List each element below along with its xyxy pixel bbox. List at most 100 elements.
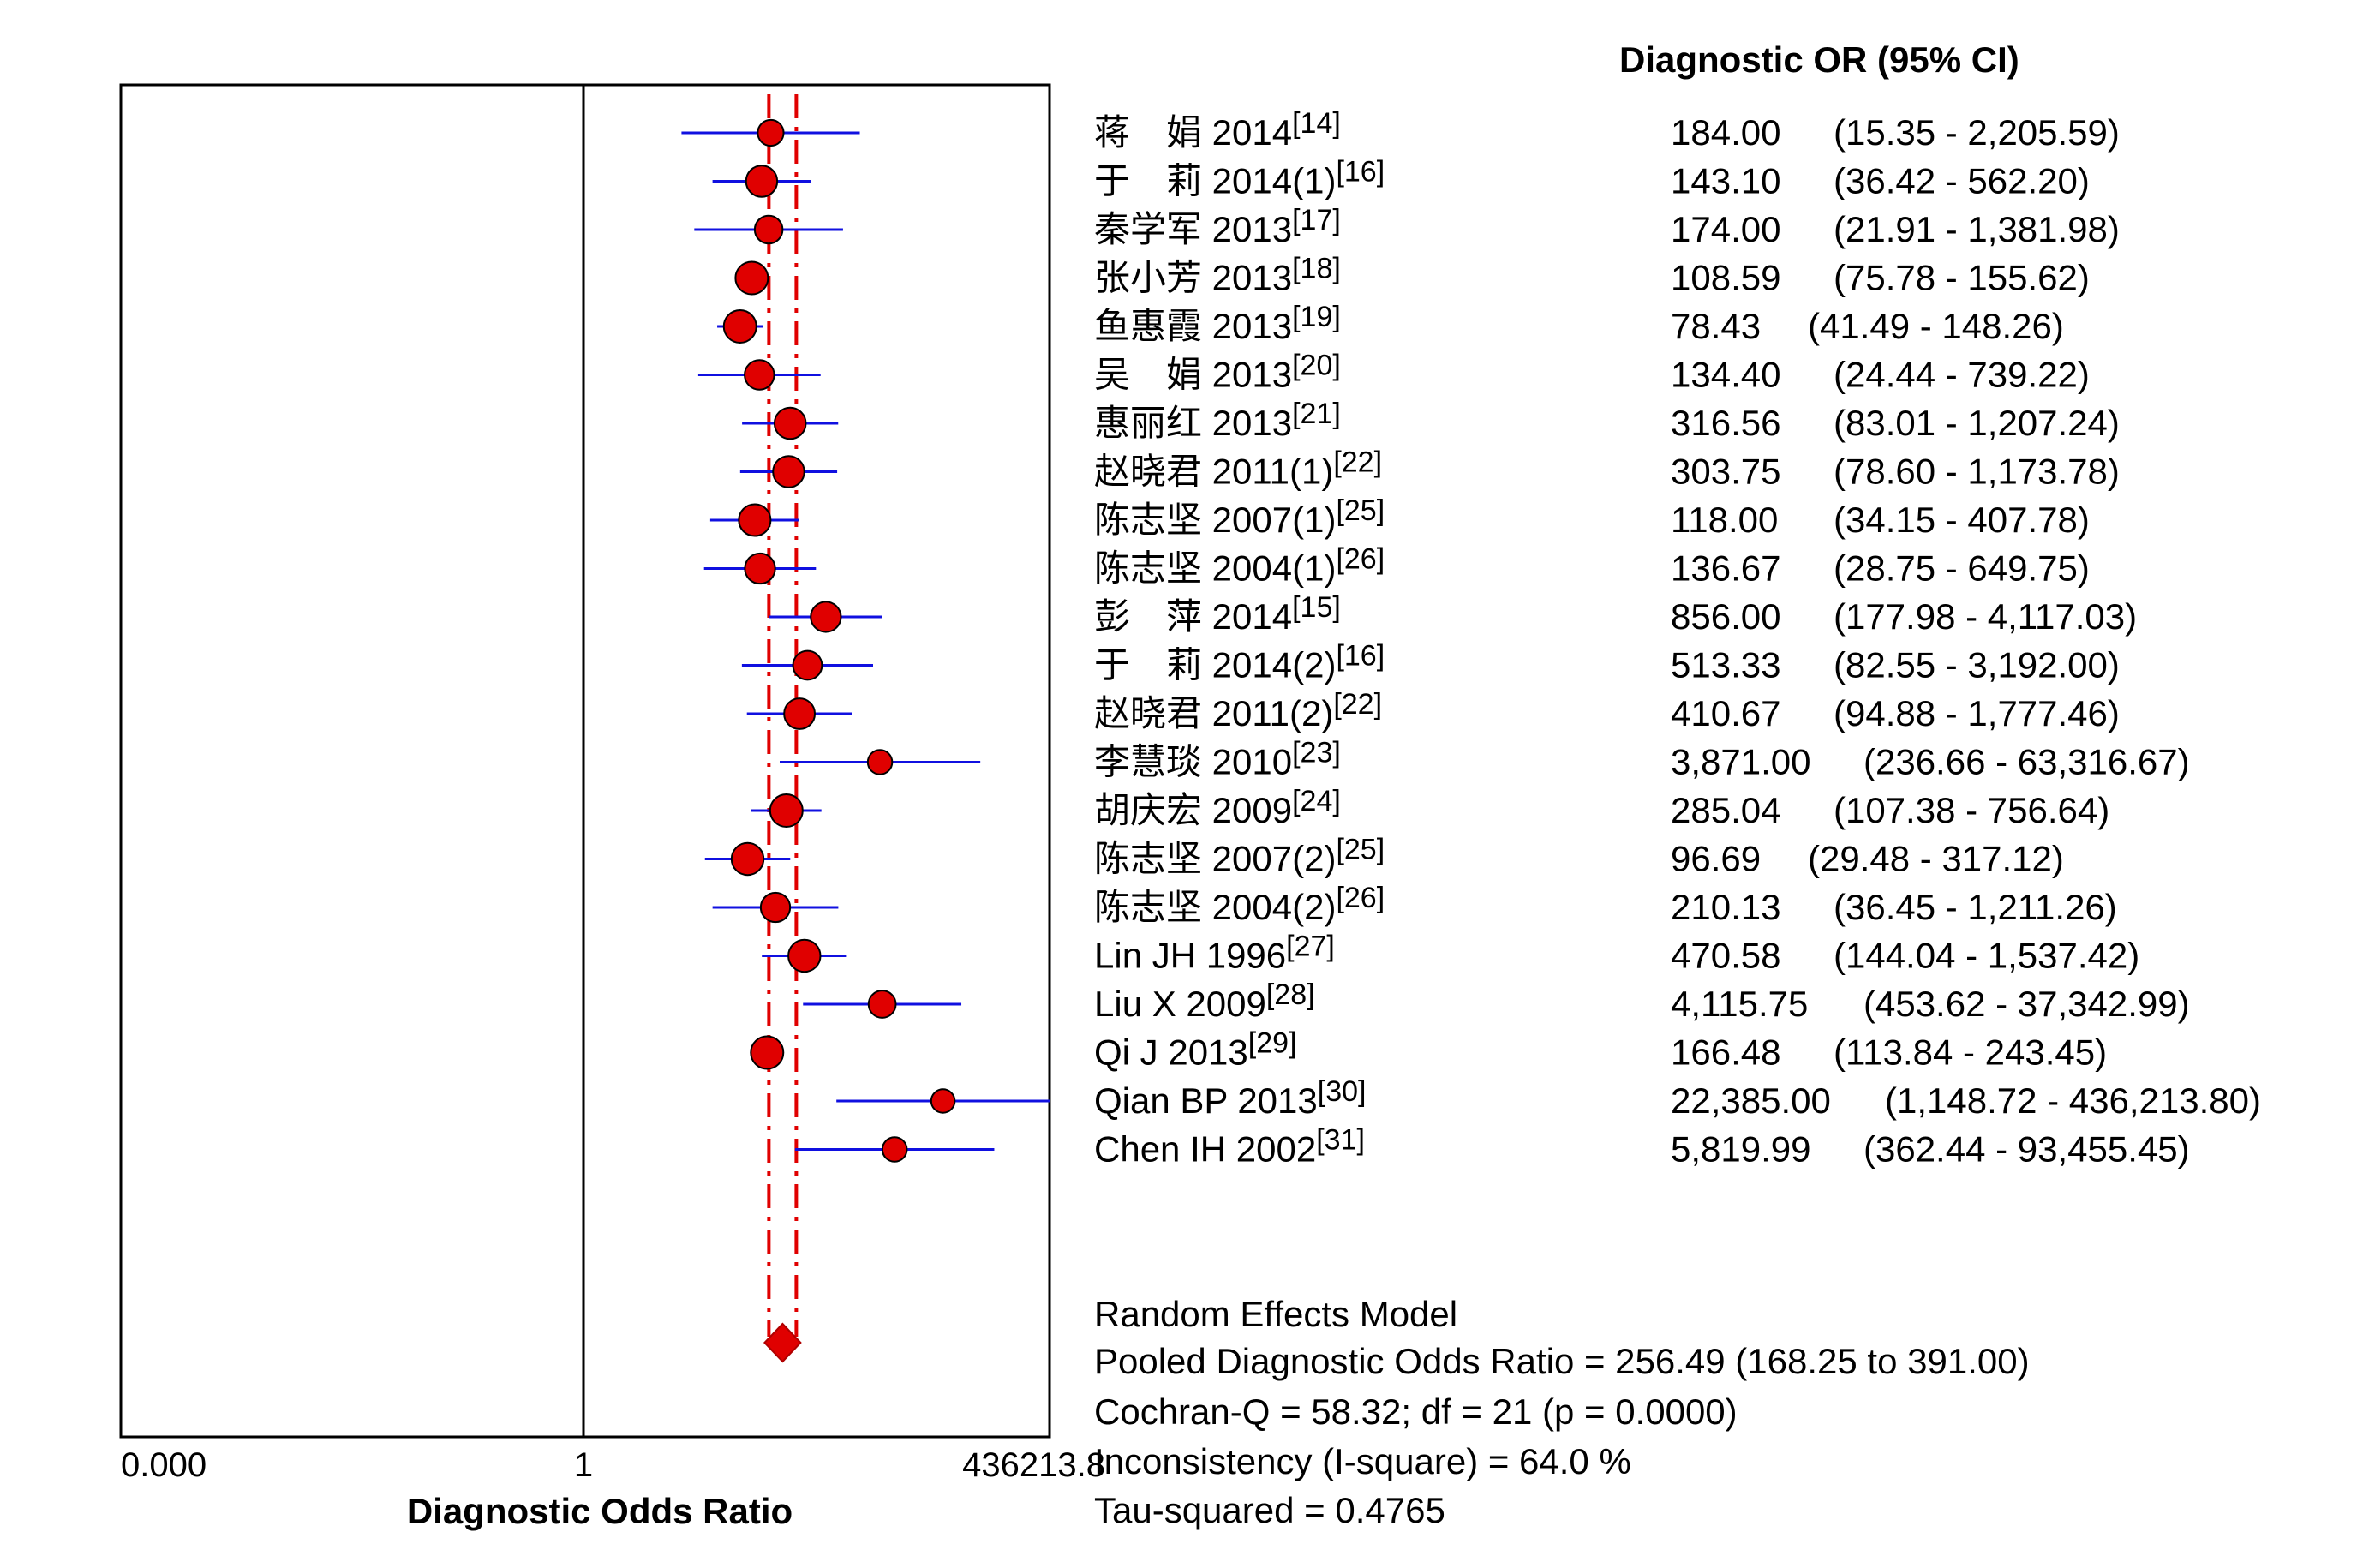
study-or-value: 410.67: [1671, 693, 1780, 733]
study-or-value: 108.59: [1671, 258, 1780, 298]
study-table: 蒋 娟 2014[14] 184.00 (15.35 - 2,205.59)于 莉 …: [1094, 107, 2261, 1170]
study-ci-value: (453.62 - 37,342.99): [1863, 984, 2190, 1024]
study-row: 赵晓君 2011(1)[22] 303.75 (78.60 - 1,173.78): [1094, 446, 2120, 492]
study-mark: [704, 841, 791, 877]
point-estimate: [734, 260, 769, 296]
study-ci-value: (29.48 - 317.12): [1808, 839, 2064, 879]
study-or-value: 303.75: [1671, 452, 1780, 492]
study-label: Liu X 2009[28]: [1094, 979, 1315, 1024]
study-reference: [16]: [1336, 156, 1385, 189]
study-label: 陈志坚 2007(1)[25]: [1094, 494, 1385, 540]
point-estimate: [753, 214, 784, 245]
study-ci-value: (75.78 - 155.62): [1834, 258, 2090, 298]
point-estimate: [744, 552, 776, 585]
study-reference: [17]: [1292, 204, 1341, 236]
study-or-value: 166.48: [1671, 1032, 1780, 1073]
study-or-value: 316.56: [1671, 403, 1780, 443]
study-row: 张小芳 2013[18] 108.59 (75.78 - 155.62): [1094, 253, 2090, 298]
study-mark: [751, 793, 822, 828]
point-estimate: [759, 891, 792, 924]
study-label: 李慧琰 2010[23]: [1094, 737, 1341, 782]
study-ci-value: (144.04 - 1,537.42): [1834, 936, 2139, 976]
study-reference: [24]: [1292, 785, 1341, 817]
summary-line: Inconsistency (I-square) = 64.0 %: [1094, 1441, 1631, 1481]
study-mark: [836, 1088, 1050, 1114]
point-estimate: [930, 1088, 956, 1114]
study-label: Lin JH 1996[27]: [1094, 931, 1335, 976]
study-or-value: 136.67: [1671, 548, 1780, 589]
study-reference: [29]: [1248, 1027, 1297, 1060]
study-or-value: 143.10: [1671, 161, 1780, 201]
study-reference: [20]: [1292, 350, 1341, 382]
study-ci-value: (36.42 - 562.20): [1834, 161, 2090, 201]
study-reference: [19]: [1292, 301, 1341, 333]
study-ci-value: (1,148.72 - 436,213.80): [1885, 1080, 2261, 1121]
study-or-value: 134.40: [1671, 355, 1780, 395]
study-or-value: 96.69: [1671, 839, 1761, 879]
study-row: 于 莉 2014(2)[16] 513.33 (82.55 - 3,192.00): [1094, 640, 2120, 685]
study-row: 彭 萍 2014[15] 856.00 (177.98 - 4,117.03): [1094, 591, 2137, 637]
study-mark: [709, 503, 799, 537]
summary-line: Cochran-Q = 58.32; df = 21 (p = 0.0000): [1094, 1391, 1738, 1432]
study-row: Liu X 2009[28] 4,115.75 (453.62 - 37,342.9…: [1094, 979, 2190, 1024]
study-row: 赵晓君 2011(2)[22] 410.67 (94.88 - 1,777.46): [1094, 688, 2120, 733]
study-reference: [25]: [1336, 834, 1385, 866]
study-or-value: 513.33: [1671, 645, 1780, 685]
study-row: Qi J 2013[29] 166.48 (113.84 - 243.45): [1094, 1027, 2107, 1073]
study-row: 陈志坚 2007(1)[25] 118.00 (34.15 - 407.78): [1094, 494, 2090, 540]
study-reference: [28]: [1266, 979, 1315, 1011]
study-mark: [769, 601, 882, 633]
study-or-value: 78.43: [1671, 306, 1761, 346]
study-label: 鱼惠霞 2013[19]: [1094, 301, 1341, 346]
point-estimate: [810, 601, 842, 633]
study-label: 于 莉 2014(1)[16]: [1094, 156, 1385, 201]
study-reference: [26]: [1336, 543, 1385, 576]
pooled-diamond: [763, 1322, 802, 1363]
study-or-value: 4,115.75: [1671, 984, 1808, 1024]
pooled-lines: [767, 94, 799, 1337]
point-estimate: [867, 990, 897, 1019]
study-ci-value: (107.38 - 756.64): [1834, 790, 2109, 830]
study-row: 陈志坚 2004(1)[26] 136.67 (28.75 - 649.75): [1094, 543, 2090, 589]
study-mark: [742, 406, 839, 440]
study-row: 陈志坚 2007(2)[25] 96.69 (29.48 - 317.12): [1094, 834, 2064, 879]
study-label: 胡庆宏 2009[24]: [1094, 785, 1341, 830]
study-reference: [16]: [1336, 640, 1385, 673]
study-ci-value: (34.15 - 407.78): [1834, 500, 2090, 540]
x-tick-label-min: 0.000: [121, 1446, 206, 1484]
study-reference: [23]: [1292, 737, 1341, 769]
point-estimate: [866, 749, 894, 775]
study-mark: [750, 1035, 785, 1070]
study-reference: [31]: [1316, 1124, 1365, 1157]
study-row: 惠丽红 2013[21] 316.56 (83.01 - 1,207.24): [1094, 398, 2120, 443]
study-reference: [22]: [1333, 446, 1382, 479]
study-mark: [746, 697, 852, 730]
study-or-value: 118.00: [1671, 500, 1778, 540]
study-mark: [794, 1136, 995, 1163]
study-or-value: 470.58: [1671, 936, 1780, 976]
study-row: Qian BP 2013[30] 22,385.00 (1,148.72 - 436…: [1094, 1075, 2261, 1121]
study-row: 蒋 娟 2014[14] 184.00 (15.35 - 2,205.59): [1094, 107, 2120, 153]
study-label: Qian BP 2013[30]: [1094, 1075, 1366, 1121]
study-ci-value: (78.60 - 1,173.78): [1834, 452, 2120, 492]
study-reference: [25]: [1336, 494, 1385, 527]
study-row: 鱼惠霞 2013[19] 78.43 (41.49 - 148.26): [1094, 301, 2064, 346]
study-row: 胡庆宏 2009[24] 285.04 (107.38 - 756.64): [1094, 785, 2109, 830]
study-reference: [18]: [1292, 253, 1341, 285]
study-row: 陈志坚 2004(2)[26] 210.13 (36.45 - 1,211.26): [1094, 882, 2117, 927]
study-label: 陈志坚 2004(2)[26]: [1094, 882, 1385, 927]
study-label: Chen IH 2002[31]: [1094, 1124, 1365, 1170]
study-or-value: 5,819.99: [1671, 1129, 1811, 1170]
study-mark: [780, 749, 981, 775]
study-mark: [741, 649, 873, 681]
study-label: 彭 萍 2014[15]: [1094, 591, 1341, 637]
study-mark: [694, 214, 843, 245]
study-label: 赵晓君 2011(2)[22]: [1094, 688, 1382, 733]
study-ci-value: (177.98 - 4,117.03): [1834, 596, 2137, 637]
plot-frame: [119, 83, 1051, 1439]
study-ci-value: (82.55 - 3,192.00): [1834, 645, 2120, 685]
study-row: 吴 娟 2013[20] 134.40 (24.44 - 739.22): [1094, 350, 2090, 395]
study-row: Chen IH 2002[31] 5,819.99 (362.44 - 93,455…: [1094, 1124, 2190, 1170]
study-label: 蒋 娟 2014[14]: [1094, 107, 1341, 153]
study-mark: [681, 118, 860, 147]
